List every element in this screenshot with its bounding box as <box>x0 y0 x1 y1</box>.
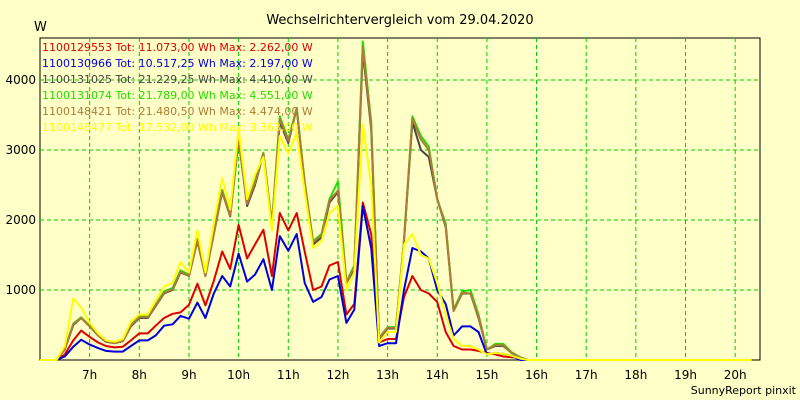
legend: 1100129553 Tot: 11.073,00 Wh Max: 2.262,… <box>42 41 313 134</box>
grid-layer <box>40 38 760 360</box>
legend-entry-1100148477: 1100148477 Tot: 17.532,00 Wh Max: 3.363,… <box>42 121 313 134</box>
legend-entry-1100131074: 1100131074 Tot: 21.789,00 Wh Max: 4.551,… <box>42 89 313 102</box>
y-tick-label: 3000 <box>5 143 36 157</box>
x-tick-label: 12h <box>326 368 349 382</box>
x-tick-label: 7h <box>82 368 97 382</box>
plot-area <box>39 37 761 361</box>
x-tick-label: 13h <box>376 368 399 382</box>
legend-entry-1100148421: 1100148421 Tot: 21.480,50 Wh Max: 4.474,… <box>42 105 313 118</box>
chart-title: Wechselrichtervergleich vom 29.04.2020 <box>266 13 533 28</box>
legend-entry-1100131025: 1100131025 Tot: 21.229,25 Wh Max: 4.410,… <box>42 73 313 86</box>
footer-credit: SunnyReport pinxit <box>691 384 797 397</box>
legend-entry-1100130966: 1100130966 Tot: 10.517,25 Wh Max: 2.197,… <box>42 57 313 70</box>
y-tick-label: 2000 <box>5 213 36 227</box>
x-tick-label: 14h <box>426 368 449 382</box>
x-tick-label: 19h <box>674 368 697 382</box>
y-tick-label: 1000 <box>5 283 36 297</box>
x-tick-label: 10h <box>227 368 250 382</box>
y-unit-label: W <box>34 20 47 35</box>
x-tick-label: 8h <box>132 368 147 382</box>
series-layer <box>40 40 752 361</box>
y-tick-label: 4000 <box>5 73 36 87</box>
series-line-1100148477 <box>40 123 752 361</box>
x-tick-label: 20h <box>724 368 747 382</box>
x-tick-label: 16h <box>525 368 548 382</box>
x-tick-label: 11h <box>277 368 300 382</box>
x-tick-label: 15h <box>475 368 498 382</box>
x-tick-label: 9h <box>181 368 196 382</box>
x-tick-label: 17h <box>575 368 598 382</box>
axis-layer: 1000 2000 3000 4000 7h 8h 9h 10h 11h 12h 13h 14h 15h… <box>5 73 746 382</box>
x-tick-label: 18h <box>624 368 647 382</box>
legend-entry-1100129553: 1100129553 Tot: 11.073,00 Wh Max: 2.262,… <box>42 41 313 54</box>
